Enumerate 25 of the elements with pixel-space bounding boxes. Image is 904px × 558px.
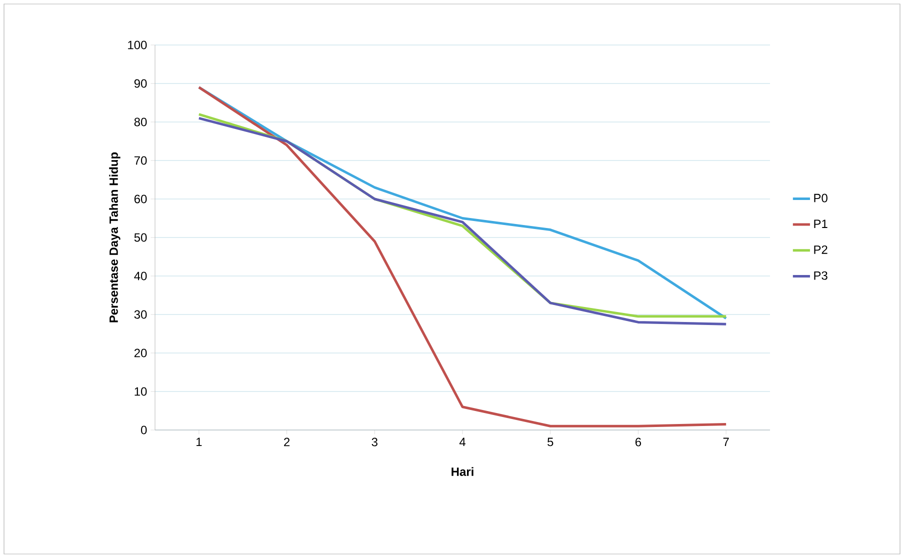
- y-tick-label: 70: [134, 156, 147, 165]
- line-series: [198, 86, 728, 428]
- y-tick-label: 80: [134, 118, 147, 126]
- x-tick-label: 3: [372, 438, 378, 446]
- y-tick-label: 10: [134, 387, 147, 396]
- legend-label: P3: [814, 271, 828, 280]
- y-tick-label: 40: [134, 272, 147, 280]
- x-axis-title: Hari: [452, 467, 474, 476]
- y-tick-label: 30: [134, 310, 147, 319]
- y-tick-label: 0: [141, 426, 147, 434]
- y-tick-label: 50: [134, 233, 147, 242]
- x-tick-label: 1: [196, 438, 202, 446]
- x-tick-label: 4: [459, 438, 466, 446]
- x-tick-label: 2: [284, 438, 290, 446]
- x-tick-label: 5: [548, 438, 554, 446]
- legend-label: P1: [814, 220, 828, 228]
- x-tick-label: 7: [723, 438, 729, 446]
- y-tick-label: 100: [128, 40, 147, 50]
- x-tick-label: 6: [635, 438, 642, 446]
- legend-label: P0: [814, 194, 828, 202]
- y-tick-label: 60: [134, 194, 147, 204]
- y-axis-title: Persentase Daya Tahan Hidup: [109, 152, 120, 322]
- legend-label: P2: [814, 245, 828, 254]
- y-tick-label: 90: [134, 79, 147, 88]
- y-tick-label: 20: [134, 348, 147, 358]
